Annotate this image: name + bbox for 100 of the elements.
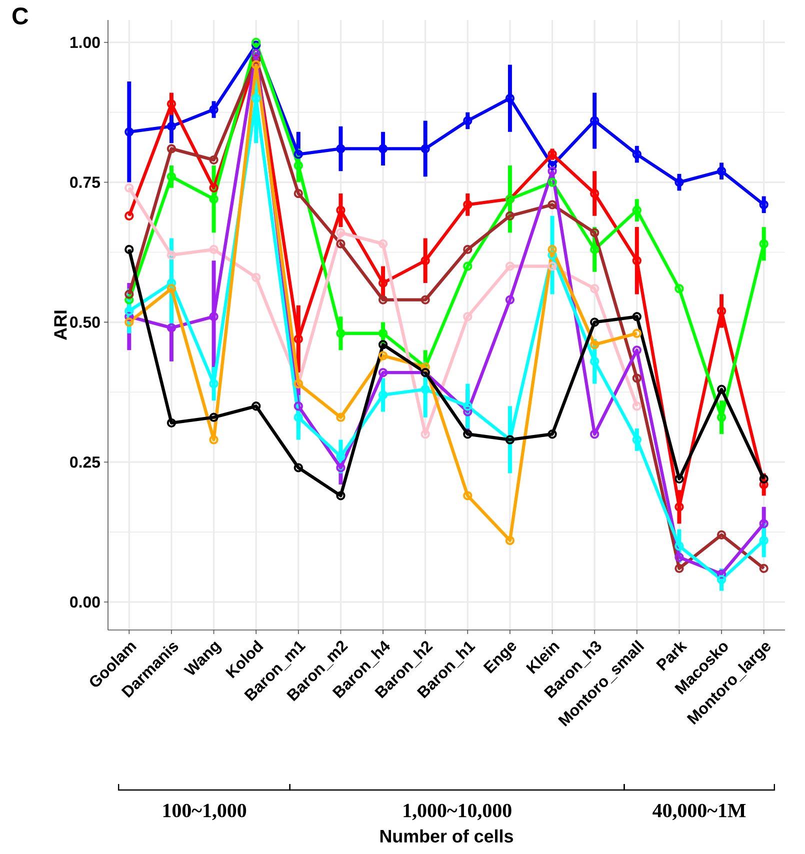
point (378, 295, 388, 304)
point (378, 368, 388, 378)
point (548, 262, 557, 271)
point (209, 183, 218, 192)
text: 1,000~10,000 (404, 804, 512, 820)
point (548, 166, 557, 176)
point (252, 272, 261, 282)
point (252, 48, 261, 58)
point (252, 40, 261, 50)
point (336, 452, 346, 462)
point (716, 530, 726, 540)
text: 40,000~1M (652, 804, 746, 820)
point (124, 312, 134, 322)
point (294, 463, 303, 472)
point (759, 519, 768, 528)
point (463, 407, 472, 416)
point (124, 211, 134, 220)
point (252, 94, 261, 103)
point (209, 435, 218, 444)
point (759, 239, 768, 248)
point (463, 244, 472, 254)
point (674, 284, 684, 294)
point (166, 323, 176, 332)
point (124, 290, 134, 299)
point (294, 150, 303, 159)
point (716, 575, 726, 584)
point (505, 262, 515, 271)
point (209, 104, 218, 114)
point (505, 211, 515, 220)
point (336, 239, 346, 248)
point (252, 402, 261, 411)
point (209, 412, 218, 422)
point (632, 374, 642, 383)
point (294, 412, 303, 422)
point (548, 430, 557, 439)
point (336, 491, 346, 500)
point (759, 536, 768, 546)
point (166, 278, 176, 288)
point (548, 200, 557, 210)
point (590, 356, 600, 366)
point (632, 312, 642, 322)
point (505, 295, 515, 304)
point (378, 239, 388, 248)
point (294, 334, 303, 344)
chart-title: C (12, 8, 28, 24)
text: Number of cells (380, 829, 514, 843)
point (209, 155, 218, 164)
point (590, 244, 600, 254)
text: 100~1,000 (163, 804, 246, 820)
y-tick-label: 0.25 (70, 456, 100, 468)
y-tick-label: 0.75 (70, 176, 100, 188)
point (674, 541, 684, 551)
point (378, 340, 388, 350)
point (674, 552, 684, 562)
point (674, 564, 684, 574)
point (209, 312, 218, 322)
point (759, 480, 768, 490)
point (124, 306, 134, 316)
point (590, 228, 600, 238)
point (548, 178, 557, 187)
point (632, 435, 642, 444)
point (124, 127, 134, 136)
point (590, 284, 600, 294)
point (674, 502, 684, 512)
point (632, 328, 642, 338)
point (209, 379, 218, 388)
point (716, 412, 726, 422)
point (463, 491, 472, 500)
y-axis-title: ARI (54, 310, 67, 340)
point (294, 160, 303, 170)
point (124, 183, 134, 192)
point (252, 38, 261, 47)
point (632, 346, 642, 355)
y-tick-label: 0.50 (70, 316, 100, 328)
point (166, 99, 176, 109)
point (548, 244, 557, 254)
point (632, 402, 642, 411)
point (759, 200, 768, 210)
point (124, 318, 134, 327)
point (336, 463, 346, 472)
point (378, 390, 388, 400)
y-tick-label: 0.00 (70, 596, 100, 608)
point (336, 228, 346, 238)
point (548, 160, 557, 170)
point (716, 384, 726, 394)
point (294, 402, 303, 411)
point (716, 306, 726, 316)
point (209, 244, 218, 254)
point (548, 250, 557, 260)
point (759, 474, 768, 484)
point (463, 402, 472, 411)
point (590, 430, 600, 439)
point (166, 144, 176, 154)
point (378, 351, 388, 360)
point (505, 94, 515, 103)
point (632, 150, 642, 159)
point (590, 340, 600, 350)
point (124, 244, 134, 254)
point (294, 188, 303, 198)
point (166, 418, 176, 428)
